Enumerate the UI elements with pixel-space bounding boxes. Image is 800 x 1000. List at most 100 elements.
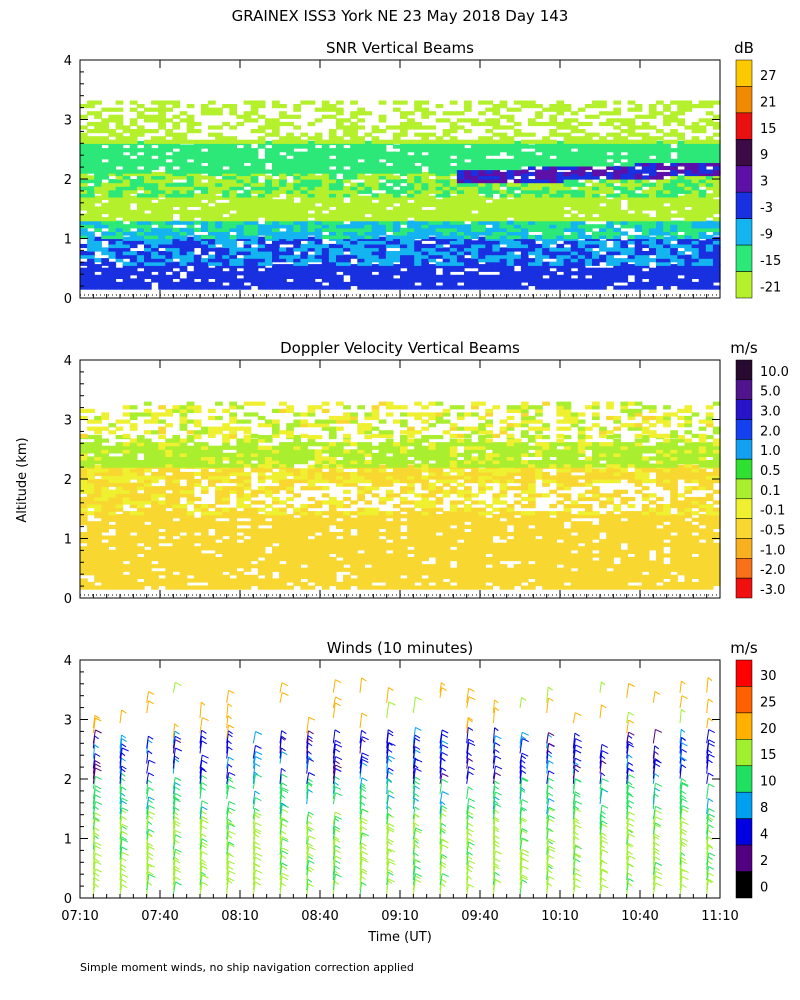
heatmap-cell (250, 271, 259, 276)
heatmap-cell (300, 220, 309, 225)
heatmap-cell (563, 285, 572, 290)
heatmap-cell (549, 132, 557, 137)
heatmap-cell (343, 243, 351, 249)
heatmap-cell (264, 278, 273, 283)
heatmap-cell (570, 220, 579, 225)
heatmap-cell (343, 169, 351, 174)
heatmap-cell (634, 227, 643, 232)
heatmap-cell (87, 121, 95, 127)
heatmap-cell (172, 240, 181, 245)
heatmap-cell (328, 581, 337, 587)
heatmap-cell (549, 549, 557, 554)
heatmap-cell (400, 281, 408, 287)
heatmap-cell (144, 151, 152, 156)
heatmap-cell (371, 158, 380, 163)
heatmap-cell (577, 574, 586, 579)
heatmap-cell (542, 271, 550, 276)
heatmap-cell (528, 195, 536, 200)
heatmap-cell (179, 264, 188, 269)
heatmap-cell (599, 186, 607, 191)
heatmap-cell (563, 251, 572, 256)
heatmap-cell (627, 195, 636, 200)
heatmap-cell (115, 202, 124, 207)
heatmap-cell (165, 549, 173, 554)
heatmap-cell (471, 258, 479, 263)
heatmap-cell (648, 104, 657, 109)
heatmap-cell (670, 281, 678, 287)
heatmap-cell (357, 224, 365, 229)
heatmap-cell (599, 254, 607, 259)
heatmap-cell (300, 213, 309, 218)
heatmap-cell (414, 556, 422, 562)
heatmap-cell (542, 254, 550, 259)
heatmap-cell (236, 264, 245, 269)
heatmap-cell (670, 254, 678, 259)
heatmap-cell (343, 261, 351, 266)
heatmap-cell (357, 271, 365, 276)
heatmap-cell (229, 281, 237, 287)
heatmap-cell (314, 285, 323, 290)
heatmap-cell (421, 155, 429, 160)
heatmap-cell (222, 139, 230, 144)
heatmap-cell (115, 100, 124, 105)
heatmap-cell (272, 267, 280, 272)
heatmap-cell (357, 209, 365, 215)
heatmap-cell (300, 165, 309, 171)
heatmap-cell (464, 199, 472, 204)
heatmap-cell (385, 220, 394, 225)
heatmap-cell (378, 129, 387, 134)
heatmap-cell (705, 258, 714, 263)
heatmap-cell (712, 243, 721, 249)
heatmap-cell (158, 125, 166, 130)
heatmap-cell (136, 213, 145, 218)
heatmap-cell (307, 193, 316, 198)
heatmap-cell (698, 182, 707, 187)
heatmap-cell (641, 139, 650, 144)
heatmap-cell (364, 553, 373, 558)
heatmap-cell (691, 136, 700, 141)
heatmap-cell (421, 234, 429, 240)
heatmap-cell (542, 574, 550, 579)
heatmap-cell (115, 195, 124, 200)
heatmap-cell (385, 227, 394, 232)
heatmap-cell (165, 264, 173, 269)
heatmap-cell (357, 199, 365, 204)
heatmap-cell (87, 213, 95, 218)
heatmap-cell (499, 114, 508, 119)
heatmap-cell (641, 206, 650, 211)
heatmap-cell (421, 258, 429, 263)
heatmap-cell (272, 258, 280, 263)
heatmap-cell (528, 162, 536, 167)
heatmap-cell (492, 220, 501, 225)
heatmap-cell (471, 158, 479, 163)
heatmap-cell (535, 213, 543, 218)
heatmap-cell (656, 274, 664, 279)
heatmap-cell (300, 169, 309, 174)
heatmap-cell (563, 556, 572, 562)
heatmap-cell (528, 165, 536, 171)
heatmap-cell (485, 121, 493, 127)
heatmap-cell (392, 264, 401, 269)
heatmap-cell (101, 202, 109, 207)
heatmap-cell (556, 224, 565, 229)
heatmap-cell (464, 553, 472, 558)
heatmap-cell (584, 574, 593, 579)
heatmap-cell (314, 227, 323, 232)
heatmap-cell (300, 546, 309, 551)
heatmap-cell (378, 556, 387, 562)
heatmap-cell (80, 213, 88, 218)
heatmap-cell (592, 114, 600, 119)
heatmap-cell (264, 581, 273, 587)
heatmap-cell (350, 278, 358, 283)
heatmap-cell (208, 182, 216, 187)
heatmap-cell (492, 258, 501, 263)
heatmap-cell (378, 193, 387, 198)
heatmap-cell (300, 182, 309, 187)
heatmap-cell (535, 234, 543, 240)
heatmap-cell (705, 578, 714, 583)
heatmap-cell (151, 202, 159, 207)
heatmap-cell (478, 258, 486, 263)
heatmap-cell (250, 148, 259, 153)
heatmap-cell (407, 224, 415, 229)
heatmap-cell (563, 240, 572, 245)
